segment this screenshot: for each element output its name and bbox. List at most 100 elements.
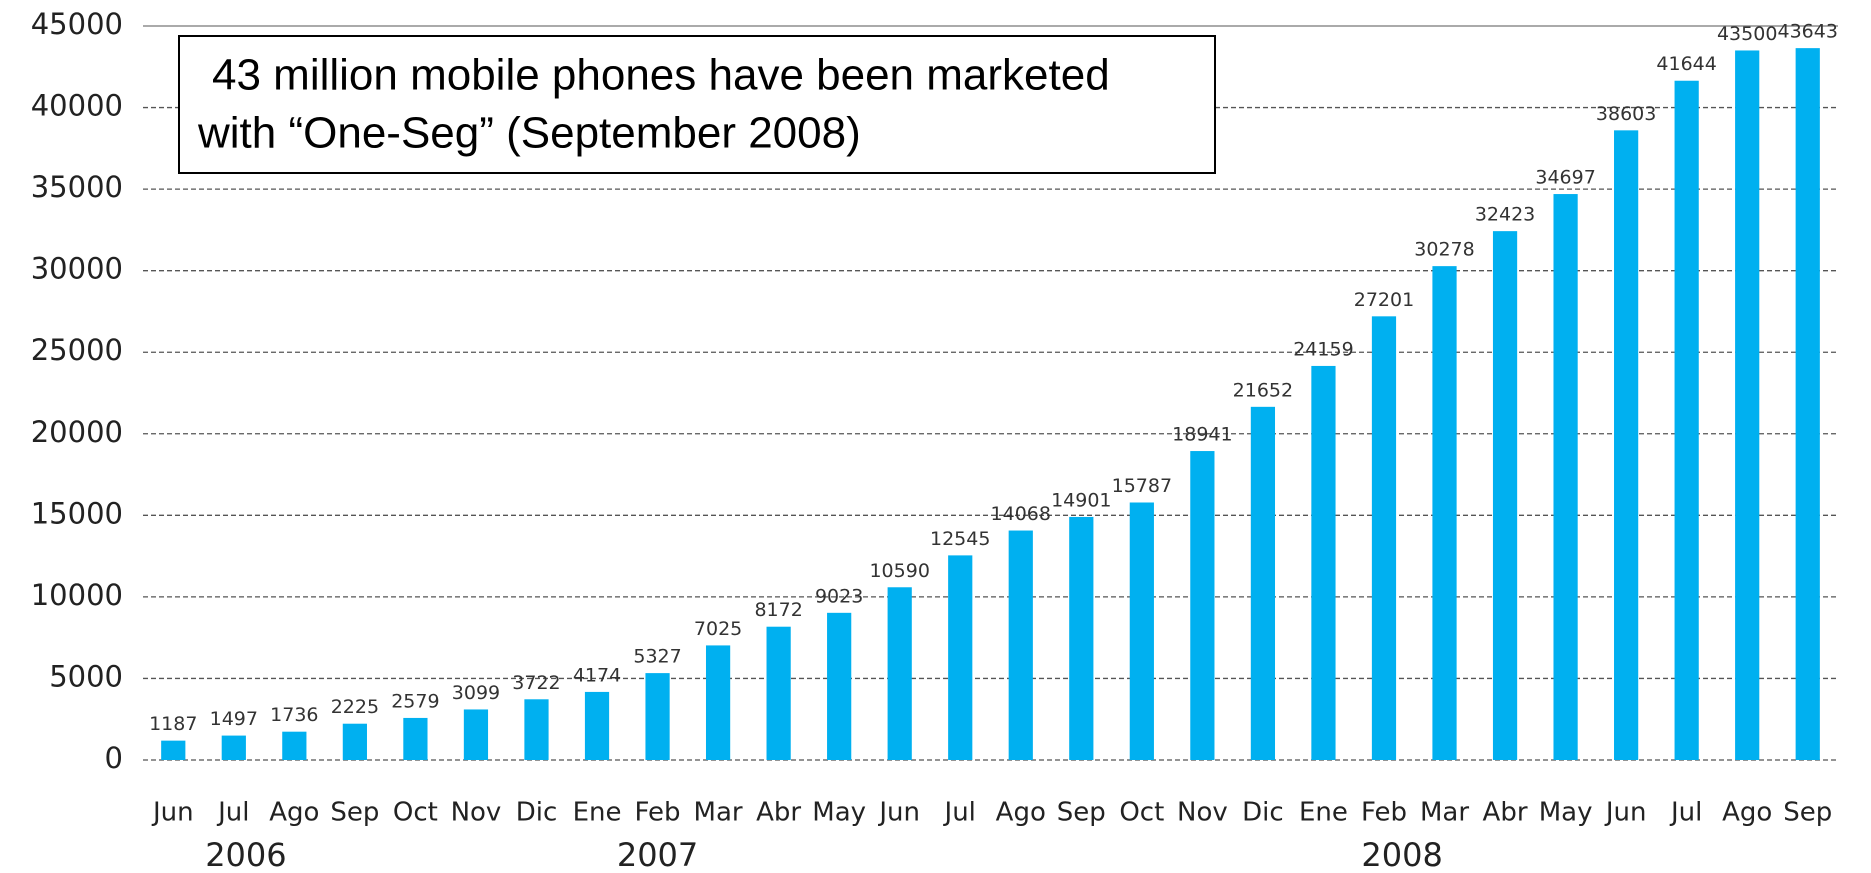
bar [1432, 266, 1457, 760]
x-tick-label: Feb [635, 798, 681, 828]
annotation-box [178, 35, 1216, 174]
x-tick-label: Ene [573, 798, 622, 828]
value-label: 15787 [1112, 475, 1172, 497]
y-tick-label: 40000 [31, 89, 123, 123]
value-label: 3722 [512, 672, 560, 694]
value-label: 14901 [1051, 489, 1111, 511]
x-tick-label: Dic [516, 798, 558, 828]
year-label: 2007 [617, 836, 698, 873]
annotation-line: 43 million mobile phones have been marke… [212, 51, 1110, 100]
value-label: 2225 [331, 696, 379, 718]
y-tick-label: 30000 [31, 252, 123, 286]
bar [948, 555, 973, 760]
value-label: 34697 [1535, 167, 1595, 189]
value-label: 1497 [210, 708, 258, 730]
bar [1735, 50, 1760, 760]
bar [282, 731, 307, 760]
bar [1614, 130, 1639, 761]
bar [705, 645, 731, 760]
bar [403, 717, 428, 760]
bar [524, 699, 549, 760]
value-label: 14068 [991, 503, 1051, 525]
bar [1674, 80, 1699, 760]
value-label: 24159 [1293, 338, 1353, 360]
y-tick-label: 20000 [31, 415, 123, 449]
value-label: 8172 [754, 599, 802, 621]
value-label: 43643 [1778, 21, 1838, 43]
bar [1250, 406, 1276, 760]
bar [161, 740, 186, 760]
bar [645, 673, 670, 760]
x-tick-label: Feb [1361, 798, 1407, 828]
bar [1311, 365, 1336, 760]
value-label: 38603 [1596, 103, 1656, 125]
bar [1008, 530, 1033, 760]
x-tick-label: Abr [756, 798, 801, 828]
bar [1795, 48, 1820, 761]
x-tick-label: Sep [1783, 798, 1832, 828]
y-tick-label: 5000 [49, 659, 123, 693]
value-label: 43500 [1717, 23, 1777, 45]
bar [221, 735, 246, 760]
x-tick-label: Mar [1420, 798, 1469, 828]
value-label: 21652 [1233, 379, 1293, 401]
value-label: 27201 [1354, 289, 1414, 311]
bar [1492, 231, 1518, 761]
x-tick-label: Oct [393, 798, 438, 828]
y-tick-label: 25000 [31, 333, 123, 367]
value-label: 30278 [1414, 239, 1474, 261]
bar [584, 691, 610, 760]
x-tick-label: Abr [1483, 798, 1528, 828]
x-tick-label: Jun [151, 798, 194, 828]
value-label: 32423 [1475, 204, 1535, 226]
x-tick-label: Jul [943, 798, 976, 828]
x-tick-label: Ago [269, 798, 319, 828]
bar [1553, 194, 1578, 761]
bar [1190, 451, 1215, 760]
value-label: 41644 [1656, 53, 1716, 75]
x-tick-label: Jul [216, 798, 249, 828]
value-label: 1187 [149, 713, 197, 735]
y-tick-label: 15000 [31, 496, 123, 530]
x-tick-label: Jun [1604, 798, 1647, 828]
x-tick-label: Oct [1119, 798, 1164, 828]
x-tick-label: Ene [1299, 798, 1348, 828]
y-tick-label: 35000 [31, 170, 123, 204]
value-label: 12545 [930, 528, 990, 550]
bar [1129, 502, 1154, 760]
x-tick-label: Nov [451, 798, 502, 828]
bar [766, 626, 791, 760]
x-tick-label: Mar [694, 798, 743, 828]
bar [827, 612, 852, 760]
value-label: 10590 [869, 560, 929, 582]
y-tick-label: 10000 [31, 578, 123, 612]
year-label: 2006 [205, 836, 286, 873]
annotation-line: with “One-Seg” (September 2008) [197, 109, 861, 158]
value-label: 18941 [1172, 424, 1232, 446]
value-label: 1736 [270, 704, 318, 726]
x-tick-label: May [1539, 798, 1593, 828]
x-tick-label: Sep [330, 798, 379, 828]
y-tick-label: 0 [105, 741, 123, 775]
x-tick-label: Dic [1242, 798, 1284, 828]
bar [342, 723, 367, 760]
value-label: 2579 [391, 690, 439, 712]
value-label: 7025 [694, 618, 742, 640]
x-tick-label: Jul [1669, 798, 1702, 828]
value-label: 3099 [452, 682, 500, 704]
x-tick-label: May [812, 798, 866, 828]
x-tick-label: Jun [877, 798, 920, 828]
value-label: 5327 [633, 646, 681, 668]
year-label: 2008 [1361, 836, 1442, 873]
bar [1371, 316, 1397, 760]
x-tick-label: Ago [1722, 798, 1772, 828]
bar [887, 587, 912, 760]
value-label: 4174 [573, 664, 621, 686]
x-tick-label: Ago [996, 798, 1046, 828]
bar [1069, 516, 1094, 760]
value-label: 9023 [815, 585, 863, 607]
y-tick-label: 45000 [31, 7, 123, 41]
x-tick-label: Nov [1177, 798, 1228, 828]
bar [463, 709, 489, 760]
